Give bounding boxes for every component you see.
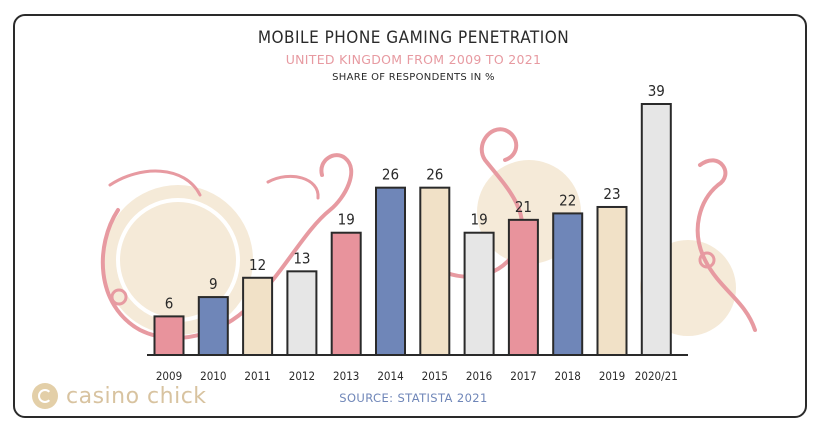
decor-swirl — [438, 127, 525, 279]
x-tick-label: 2012 — [289, 369, 315, 383]
bar-value-label: 6 — [165, 294, 174, 312]
bar-2011 — [242, 276, 274, 356]
bar-value-label: 13 — [293, 249, 310, 267]
bar-2013 — [330, 231, 362, 356]
x-tick-label: 2013 — [333, 369, 359, 383]
bar-2019 — [596, 205, 628, 356]
decor-dot — [698, 251, 716, 269]
x-tick-label: 2011 — [244, 369, 270, 383]
bar-2020-21 — [640, 103, 672, 356]
bar-2014 — [375, 186, 406, 356]
bar-2017 — [507, 218, 539, 356]
decor-swirl — [108, 169, 202, 197]
decor-dot — [110, 288, 128, 306]
x-tick-label: 2009 — [156, 369, 182, 383]
x-tick-label: 2010 — [200, 369, 226, 383]
chart-subtitle: UNITED KINGDOM FROM 2009 TO 2021 — [285, 52, 542, 67]
x-tick-label: 2019 — [599, 369, 625, 383]
bar-value-label: 19 — [471, 211, 488, 229]
bar-2015 — [419, 186, 451, 356]
bar-value-label: 23 — [603, 185, 620, 203]
bar-value-label: 26 — [426, 166, 443, 184]
y-axis-unit-label: SHARE OF RESPONDENTS IN % — [332, 72, 495, 83]
bar-2012 — [286, 270, 318, 357]
bar-value-label: 19 — [338, 211, 355, 229]
bar-value-label: 21 — [515, 198, 532, 216]
bar-2018 — [552, 212, 584, 356]
bar-value-label: 26 — [382, 166, 399, 184]
bar-value-label: 9 — [209, 275, 218, 293]
x-tick-label: 2018 — [555, 369, 581, 383]
x-tick-label: 2016 — [466, 369, 492, 383]
decor-swirl — [266, 174, 320, 200]
chart-source: SOURCE: STATISTA 2021 — [339, 391, 488, 405]
x-tick-label: 2015 — [422, 369, 448, 383]
bar-2010 — [197, 296, 229, 357]
brand-logo[interactable]: casino chick — [32, 381, 207, 411]
bars-group — [153, 103, 672, 357]
decor-circle — [103, 185, 253, 335]
decor-swirl — [695, 158, 757, 332]
bar-2009 — [153, 315, 185, 356]
bar-value-label: 39 — [648, 82, 665, 100]
bar-value-label: 12 — [249, 256, 266, 274]
x-tick-label: 2020/21 — [635, 369, 678, 383]
chart-title: MOBILE PHONE GAMING PENETRATION — [257, 28, 570, 48]
x-tick-label: 2014 — [377, 369, 403, 383]
tick-labels-group: 2009 2010 2011 2012 2013 2014 2015 2016 2017 2018… — [156, 369, 678, 383]
bar-2016 — [463, 231, 495, 356]
bar-value-label: 22 — [559, 191, 576, 209]
casino-chick-logo-icon — [32, 383, 58, 409]
x-tick-label: 2017 — [510, 369, 536, 383]
bar-labels-group: 6 9 12 13 19 26 26 19 21 22 23 39 — [165, 82, 665, 312]
brand-name: casino chick — [66, 383, 207, 409]
